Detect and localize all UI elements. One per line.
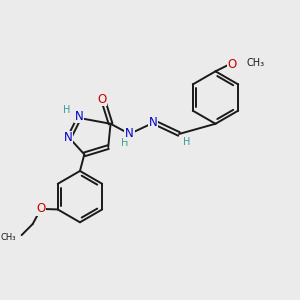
Text: CH₃: CH₃ <box>246 58 264 68</box>
Text: N: N <box>75 110 83 123</box>
Text: N: N <box>125 128 134 140</box>
Text: O: O <box>98 93 107 106</box>
Text: O: O <box>228 58 237 70</box>
Text: CH₃: CH₃ <box>1 233 16 242</box>
Text: H: H <box>63 105 70 115</box>
Text: O: O <box>36 202 46 215</box>
Text: H: H <box>121 138 128 148</box>
Text: H: H <box>183 137 190 147</box>
Text: N: N <box>149 116 158 129</box>
Text: N: N <box>64 131 72 144</box>
